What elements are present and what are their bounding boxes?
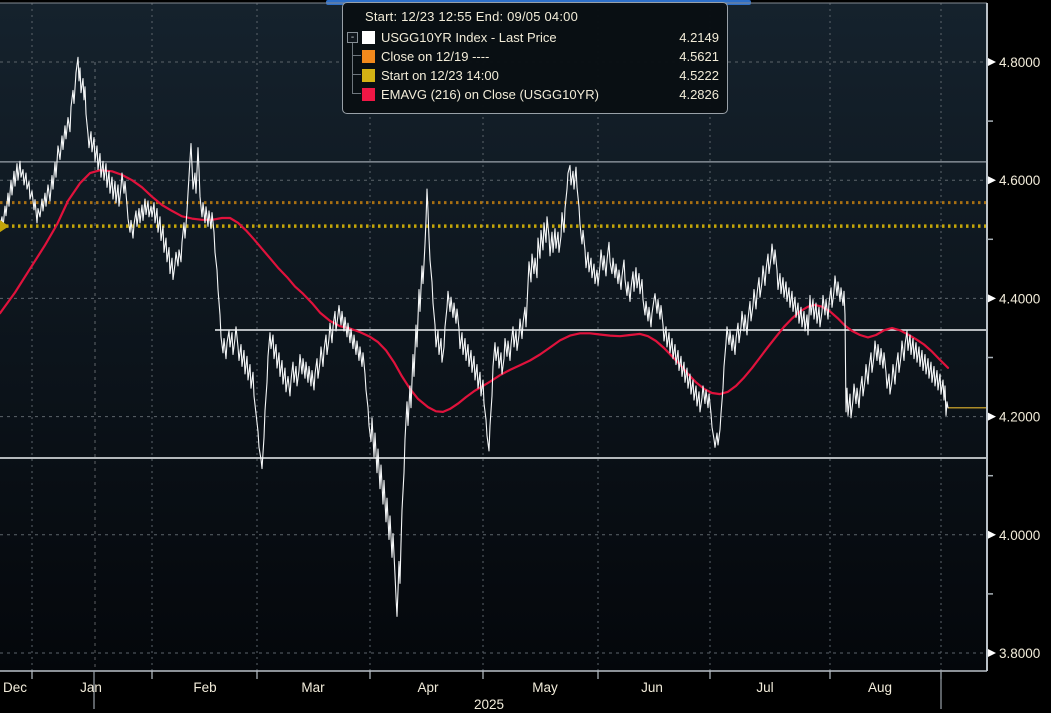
legend-row-close[interactable]: Close on 12/19 ---- 4.5621 <box>343 48 727 66</box>
legend-row-value: 4.2149 <box>679 30 719 45</box>
legend-row-label: USGG10YR Index - Last Price <box>381 30 557 45</box>
legend-row-value: 4.5621 <box>679 49 719 64</box>
legend-row-value: 4.5222 <box>679 68 719 83</box>
x-axis-month-label: Mar <box>301 680 325 695</box>
price-series-line <box>0 56 949 617</box>
legend-row-label: Start on 12/23 14:00 <box>381 68 499 83</box>
start-swatch-icon <box>362 69 375 82</box>
legend-row-emavg[interactable]: EMAVG (216) on Close (USGG10YR) 4.2826 <box>343 86 727 104</box>
legend-row-last-price[interactable]: USGG10YR Index - Last Price 4.2149 <box>343 29 727 47</box>
x-axis-month-label: Apr <box>417 680 439 695</box>
y-axis-tick-label: 4.8000 <box>999 55 1040 70</box>
legend-row-label: EMAVG (216) on Close (USGG10YR) <box>381 87 599 102</box>
x-axis-month-label: Feb <box>193 680 216 695</box>
x-axis: Dec Jan Feb Mar Apr May Jun Jul Aug 2025 <box>3 671 942 712</box>
x-axis-month-label: Dec <box>3 680 27 695</box>
legend-range-label: Start: 12/23 12:55 End: 09/05 04:00 <box>365 9 578 24</box>
legend-expander-icon[interactable]: - <box>347 32 358 43</box>
chart-legend: Start: 12/23 12:55 End: 09/05 04:00 - US… <box>342 2 728 114</box>
plot-background <box>0 3 987 671</box>
x-axis-year-label: 2025 <box>474 697 504 712</box>
x-axis-month-label: Jan <box>80 680 102 695</box>
y-axis-tick-label: 4.6000 <box>999 173 1040 188</box>
y-axis-tick-label: 3.8000 <box>999 646 1040 661</box>
x-axis-month-label: Jun <box>641 680 663 695</box>
emavg-swatch-icon <box>362 88 375 101</box>
x-axis-month-label: Aug <box>868 680 892 695</box>
legend-tree-stub <box>352 74 361 75</box>
x-axis-month-label: May <box>532 680 558 695</box>
y-axis-tick-label: 4.4000 <box>999 291 1040 306</box>
reference-lines <box>0 161 987 459</box>
legend-tree-stub <box>352 55 361 56</box>
x-axis-month-label: Jul <box>756 680 773 695</box>
start-marker <box>0 220 9 233</box>
y-axis-tick-label: 4.0000 <box>999 528 1040 543</box>
legend-row-value: 4.2826 <box>679 87 719 102</box>
legend-row-start[interactable]: Start on 12/23 14:00 4.5222 <box>343 67 727 85</box>
last-price-swatch-icon <box>362 31 375 44</box>
y-axis: 4.8000 4.6000 4.4000 4.2000 4.0000 3.8000 <box>987 55 1040 661</box>
legend-row-label: Close on 12/19 ---- <box>381 49 490 64</box>
close-swatch-icon <box>362 50 375 63</box>
legend-tree-line <box>352 43 353 94</box>
y-axis-tick-label: 4.2000 <box>999 410 1040 425</box>
legend-tree-stub <box>352 93 361 94</box>
